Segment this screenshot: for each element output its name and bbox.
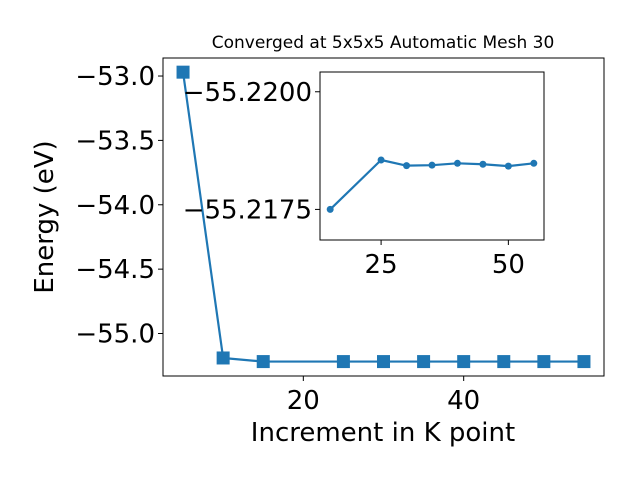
main-y-ticks: −53.0 −53.5 −54.0 −54.5 −55.0 (75, 62, 163, 350)
inset-x-ticks: 25 50 (365, 240, 525, 280)
main-data-point (577, 355, 591, 369)
inset-data-point (479, 160, 487, 168)
main-data-point (216, 351, 230, 365)
inset-y-ticks: −55.2200 −55.2175 (183, 78, 320, 225)
main-axes: 20 40 −53.0−53.5−54.0−54.5−55.0 (75, 57, 605, 416)
main-y-tick-label: −55.0 (75, 320, 155, 350)
inset-x-tick-label: 50 (492, 250, 525, 280)
main-series-markers (176, 65, 591, 369)
inset-plot-frame (319, 71, 545, 241)
main-x-tick-label: 20 (287, 386, 320, 416)
main-y-tick-label: −54.0 (75, 191, 155, 221)
main-data-point (377, 355, 390, 369)
main-data-point (417, 355, 431, 369)
inset-y-tick-label: −55.2200 (183, 78, 312, 108)
main-x-ticks: 20 40 (287, 376, 480, 416)
main-data-point (457, 355, 471, 369)
x-axis-label: Increment in K point (251, 418, 515, 448)
inset-data-point (377, 156, 385, 164)
main-data-point (537, 355, 551, 369)
inset-axes: 25 50 −55.2200 −55.2175 (183, 71, 545, 280)
inset-data-point (530, 159, 538, 167)
inset-x-tick-label: 25 (365, 250, 398, 280)
inset-data-point (504, 162, 512, 170)
inset-background (320, 72, 544, 240)
inset-y-tick-label: −55.2175 (183, 195, 312, 225)
inset-data-point (326, 205, 334, 213)
inset-series-markers (326, 156, 538, 213)
main-data-point (176, 65, 190, 79)
y-axis-label: Energy (eV) (30, 140, 60, 293)
main-y-tick-label: −54.5 (75, 255, 155, 285)
inset-data-point (428, 161, 436, 169)
main-plot-frame (162, 57, 605, 377)
main-x-tick-label: 40 (447, 386, 480, 416)
main-data-point (336, 355, 350, 369)
main-data-point (256, 355, 270, 369)
main-data-point (497, 355, 511, 369)
main-series-line (181, 72, 584, 363)
main-y-tick-label: −53.0 (75, 62, 155, 92)
chart-title: Converged at 5x5x5 Automatic Mesh 30 (212, 33, 555, 53)
inset-series-line (329, 158, 534, 211)
main-y-tick-label: −53.5 (75, 126, 155, 156)
inset-data-point (453, 159, 461, 167)
inset-data-point (403, 162, 411, 170)
